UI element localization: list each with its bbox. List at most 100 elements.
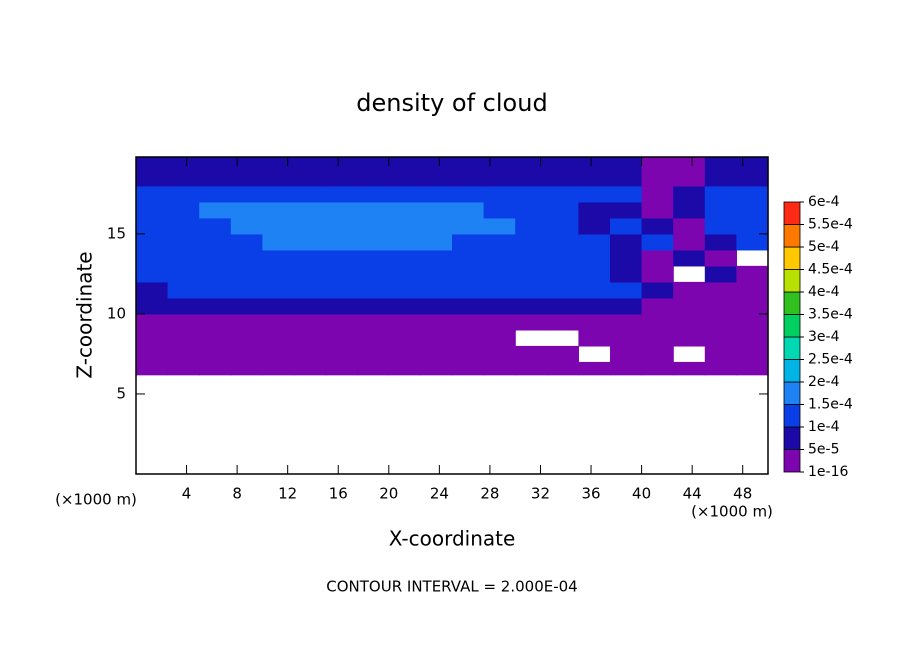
- contour-cell: [388, 361, 421, 376]
- contour-cell: [199, 281, 232, 299]
- contour-cell: [294, 265, 327, 283]
- contour-cell: [736, 281, 769, 299]
- contour-cell: [578, 281, 611, 299]
- contour-cell: [199, 185, 232, 203]
- contour-cell: [736, 329, 769, 347]
- contour-cell: [578, 233, 611, 251]
- contour-cell: [294, 233, 327, 251]
- contour-cell: [420, 157, 453, 171]
- contour-cell: [294, 345, 327, 363]
- contour-cell: [136, 345, 169, 363]
- contour-cell: [230, 265, 263, 283]
- contour-cell: [325, 313, 358, 331]
- contour-cell: [673, 201, 706, 219]
- contour-cell: [578, 297, 611, 315]
- contour-cell: [546, 217, 579, 235]
- contour-cell: [325, 217, 358, 235]
- x-tick-label: 40: [632, 485, 651, 503]
- contour-cell: [420, 201, 453, 219]
- x-tick-label: 16: [329, 485, 348, 503]
- contour-cell: [673, 217, 706, 235]
- x-tick-label: 12: [278, 485, 297, 503]
- contour-cell: [515, 157, 548, 171]
- contour-cell: [325, 345, 358, 363]
- contour-cell: [452, 157, 485, 171]
- contour-cell: [641, 201, 674, 219]
- x-tick-label: 48: [733, 485, 752, 503]
- contour-cell: [578, 169, 611, 187]
- colorbar-label: 4.5e-4: [808, 262, 853, 278]
- contour-cell: [230, 169, 263, 187]
- contour-cell: [641, 329, 674, 347]
- contour-cell: [262, 157, 295, 171]
- colorbar-box: [783, 291, 801, 315]
- contour-cell: [325, 185, 358, 203]
- contour-cell: [610, 281, 643, 299]
- contour-cell: [483, 345, 516, 363]
- contour-cell: [452, 265, 485, 283]
- contour-cell: [641, 361, 674, 376]
- contour-cell: [736, 297, 769, 315]
- contour-cell: [199, 217, 232, 235]
- contour-cell: [325, 249, 358, 267]
- contour-cell: [262, 233, 295, 251]
- contour-cell: [199, 313, 232, 331]
- contour-cell: [578, 249, 611, 267]
- colorbar-label: 4e-4: [808, 284, 840, 300]
- contour-cell: [546, 169, 579, 187]
- contour-cell: [610, 329, 643, 347]
- contour-cell: [610, 313, 643, 331]
- x-tick-label: 28: [480, 485, 499, 503]
- contour-cell: [515, 313, 548, 331]
- contour-cell: [704, 233, 737, 251]
- colorbar-label: 3.5e-4: [808, 307, 853, 323]
- contour-cell: [167, 361, 200, 376]
- contour-cell: [515, 185, 548, 203]
- contour-cell: [673, 249, 706, 267]
- contour-cell: [199, 201, 232, 219]
- contour-cell: [452, 329, 485, 347]
- contour-cell: [357, 249, 390, 267]
- contour-cell: [452, 345, 485, 363]
- contour-cell: [641, 249, 674, 267]
- contour-cell: [673, 185, 706, 203]
- colorbar-box: [783, 449, 801, 473]
- contour-cell: [325, 281, 358, 299]
- contour-cell: [388, 329, 421, 347]
- contour-cell: [673, 169, 706, 187]
- contour-cell: [578, 217, 611, 235]
- contour-cell: [483, 233, 516, 251]
- contour-cell: [673, 233, 706, 251]
- contour-cell: [673, 297, 706, 315]
- contour-cell: [167, 297, 200, 315]
- contour-cell: [673, 157, 706, 171]
- contour-cell: [262, 313, 295, 331]
- contour-cell: [704, 281, 737, 299]
- contour-cell: [578, 329, 611, 347]
- contour-cell: [325, 201, 358, 219]
- contour-cell: [578, 157, 611, 171]
- contour-cell: [167, 249, 200, 267]
- contour-cell: [294, 249, 327, 267]
- colorbar-label: 6e-4: [808, 194, 840, 210]
- contour-cell: [357, 329, 390, 347]
- contour-cell: [136, 313, 169, 331]
- contour-cell: [230, 249, 263, 267]
- contour-cell: [546, 345, 579, 363]
- contour-cell: [641, 313, 674, 331]
- x-tick-label: 4: [182, 485, 192, 503]
- contour-cell: [262, 361, 295, 376]
- contour-cell: [483, 169, 516, 187]
- contour-cell: [357, 345, 390, 363]
- colorbar-label: 1e-16: [808, 464, 848, 480]
- contour-cell: [230, 185, 263, 203]
- colorbar-label: 5.5e-4: [808, 217, 853, 233]
- contour-cell: [420, 169, 453, 187]
- contour-cell: [736, 345, 769, 363]
- contour-cell: [388, 233, 421, 251]
- contour-cell: [483, 157, 516, 171]
- contour-cell: [230, 297, 263, 315]
- colorbar-box: [783, 404, 801, 428]
- colorbar-box: [783, 314, 801, 338]
